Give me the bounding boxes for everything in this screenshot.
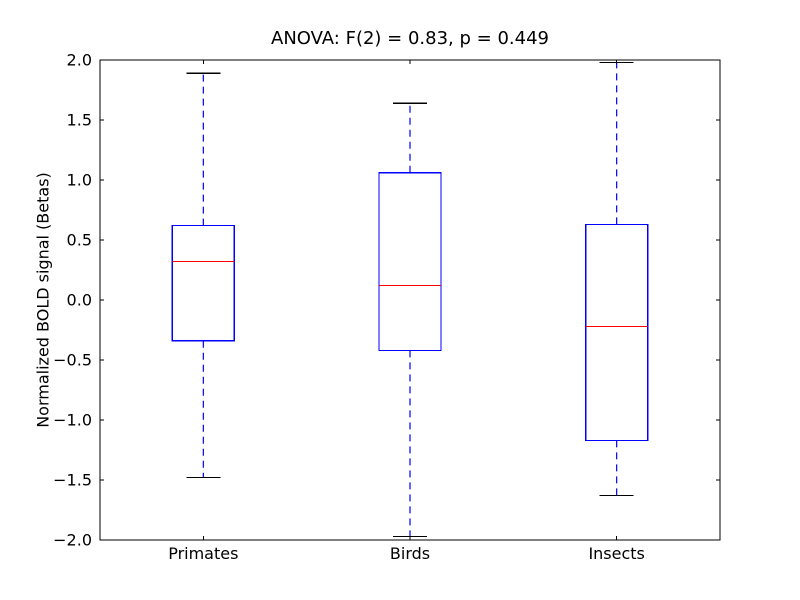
x-tick-label: Birds <box>390 544 430 563</box>
y-tick-label: 1.0 <box>67 171 92 190</box>
box-insects <box>585 223 649 441</box>
y-tick-label: −2.0 <box>53 531 92 550</box>
y-tick-label: −1.5 <box>53 471 92 490</box>
y-tick-label: −0.5 <box>53 351 92 370</box>
y-tick-label: 0.5 <box>67 231 92 250</box>
x-tick-label: Primates <box>168 544 238 563</box>
box-primates <box>171 225 235 342</box>
x-tick-label: Insects <box>588 544 644 563</box>
y-tick-label: 2.0 <box>67 51 92 70</box>
y-tick-label: 1.5 <box>67 111 92 130</box>
y-tick-label: −1.0 <box>53 411 92 430</box>
y-tick-label: 0.0 <box>67 291 92 310</box>
box-birds <box>378 172 442 352</box>
chart-title: ANOVA: F(2) = 0.83, p = 0.449 <box>271 28 549 49</box>
